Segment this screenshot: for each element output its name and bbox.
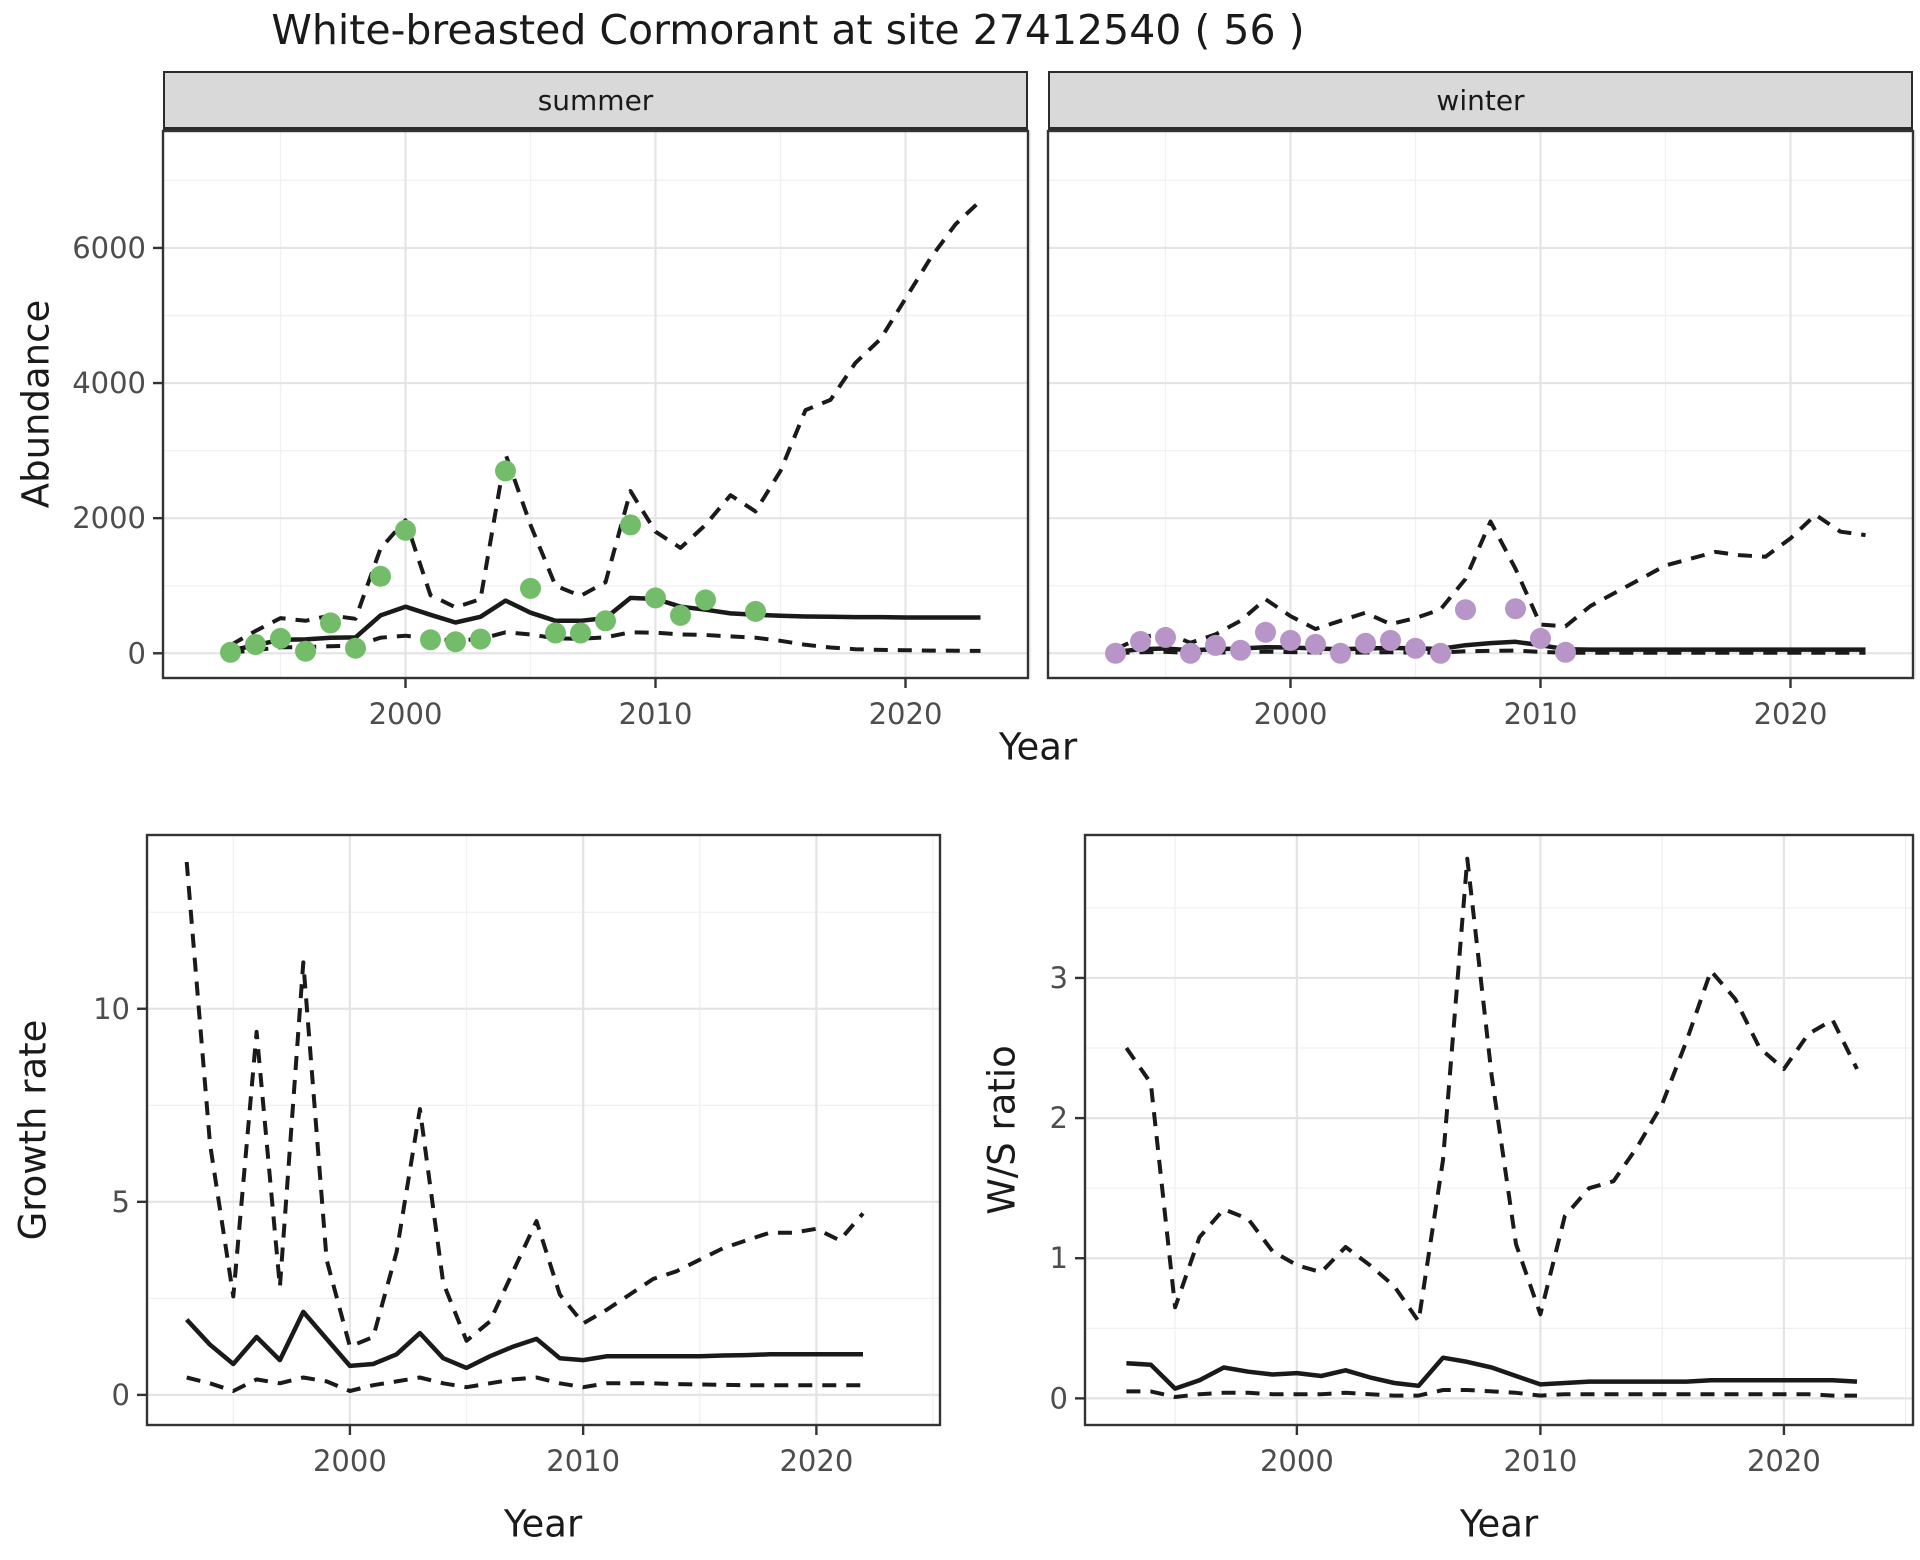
ws-year-axis-title: Year (1459, 1502, 1539, 1546)
y-tick-label: 6000 (72, 231, 146, 265)
abundance-axis-title: Abundance (14, 299, 58, 509)
abundance_winter-panel-background (1048, 131, 1913, 678)
abundance_summer-observed-point (670, 604, 691, 626)
abundance_winter-observed-point (1405, 637, 1426, 659)
x-tick-label: 2000 (369, 697, 443, 731)
abundance_winter-observed-point (1280, 629, 1301, 651)
y-tick-label: 2 (1050, 1101, 1068, 1135)
abundance_winter-observed-points (1105, 598, 1576, 664)
y-tick-label: 0 (1050, 1381, 1068, 1415)
abundance_summer-observed-point (295, 640, 316, 662)
abundance_winter-observed-point (1205, 634, 1226, 656)
abundance_winter-observed-point (1530, 627, 1551, 649)
growth_rate-panel-border (145, 833, 942, 1427)
x-tick-label: 2020 (1754, 697, 1828, 731)
abundance_summer-observed-point (245, 634, 266, 655)
x-tick-label: 2010 (1504, 697, 1578, 731)
abundance_winter-observed-point (1155, 626, 1176, 648)
x-tick-label: 2010 (546, 1444, 620, 1478)
abundance_winter-observed-point (1105, 642, 1126, 664)
abundance_summer-observed-point (445, 631, 466, 653)
growth_rate-ci_lower-line (186, 1375, 863, 1393)
x-tick-label: 2000 (313, 1444, 387, 1478)
ws_ratio-ci_upper-line (1124, 856, 1859, 1324)
y-tick-label: 4000 (72, 366, 146, 400)
growth_rate-model_median-line (185, 1309, 863, 1371)
x-tick-label: 2000 (1260, 1444, 1334, 1478)
x-tick-label: 2010 (619, 697, 693, 731)
y-tick-label: 0 (112, 1378, 130, 1412)
abundance_winter-observed-point (1455, 599, 1476, 621)
abundance_summer-panel-border (161, 129, 1030, 680)
facet-strip-winter-label: winter (1436, 83, 1525, 117)
abundance_winter-observed-point (1130, 631, 1151, 652)
figure-title: White-breasted Cormorant at site 2741254… (271, 6, 1305, 54)
facet-strip-summer-label: summer (537, 83, 654, 117)
x-tick-label: 2010 (1503, 1444, 1577, 1478)
y-tick-label: 3 (1050, 961, 1068, 995)
facet-strip-winter: winter (1048, 71, 1913, 130)
abundance_winter-observed-point (1255, 621, 1276, 643)
y-tick-label: 1 (1050, 1241, 1068, 1275)
abundance_summer-observed-point (495, 460, 516, 482)
growth-year-axis-title: Year (503, 1502, 583, 1546)
abundance_summer-observed-point (745, 600, 766, 622)
abundance_winter-panel-border (1046, 129, 1915, 680)
ws_ratio-panel-border (1083, 833, 1915, 1427)
growth-ws-charts-svg: 2000 2010 2020 0 5 10 2000 2010 2020 0 1 2 3 (93, 833, 1915, 1478)
abundance_summer-observed-points (220, 460, 766, 663)
abundance_summer-observed-point (320, 612, 341, 634)
abundance_summer-panel-background (163, 131, 1028, 678)
x-tick-label: 2020 (1747, 1444, 1821, 1478)
abundance_winter-observed-point (1380, 629, 1401, 651)
y-tick-label: 5 (112, 1185, 130, 1219)
abundance_winter-observed-point (1430, 642, 1451, 664)
abundance_summer-observed-point (370, 565, 391, 587)
abundance_summer-observed-point (470, 628, 491, 650)
abundance_summer-observed-point (345, 637, 366, 659)
abundance_summer-panel: 2000 2010 2020 0 2000 4000 6000 (72, 129, 1032, 731)
abundance_summer-observed-point (595, 610, 616, 632)
abundance_summer-observed-point (420, 629, 441, 651)
growth-rate-axis-title: Growth rate (11, 1019, 55, 1241)
growth_rate-panel-background (147, 835, 940, 1425)
abundance_winter-observed-point (1180, 642, 1201, 664)
ws_ratio-ci_lower-line (1126, 1388, 1857, 1399)
abundance_summer-observed-point (620, 514, 641, 536)
ws-ratio-axis-title: W/S ratio (980, 1045, 1024, 1215)
x-tick-label: 2020 (869, 697, 943, 731)
abundance_summer-ci_upper-line (229, 199, 982, 647)
x-tick-label: 2000 (1254, 697, 1328, 731)
abundance-charts-svg: 2000 2010 2020 0 2000 4000 6000 2000 2010 2020 (72, 129, 1917, 731)
abundance_winter-observed-point (1305, 633, 1326, 655)
growth_rate-ci_upper-line (184, 861, 865, 1349)
abundance_summer-observed-point (270, 627, 291, 649)
ws_ratio-model_median-line (1126, 1355, 1858, 1391)
abundance_winter-ci_upper-line (1114, 512, 1866, 652)
abundance_summer-observed-point (220, 641, 241, 663)
y-tick-label: 10 (93, 992, 130, 1026)
abundance_summer-observed-point (695, 589, 716, 611)
abundance_winter-observed-point (1330, 642, 1351, 664)
abundance_winter-panel: 2000 2010 2020 (1046, 129, 1917, 731)
top-year-axis-title: Year (998, 725, 1078, 769)
y-tick-label: 0 (128, 636, 146, 670)
abundance_winter-observed-point (1505, 598, 1526, 620)
abundance_summer-observed-point (520, 577, 541, 599)
facet-strip-summer: summer (163, 71, 1028, 130)
x-tick-label: 2020 (779, 1444, 853, 1478)
abundance_winter-observed-point (1230, 639, 1251, 661)
y-tick-label: 2000 (72, 501, 146, 535)
growth_rate-panel: 2000 2010 2020 0 5 10 (93, 833, 942, 1478)
ws_ratio-panel: 2000 2010 2020 0 1 2 3 (1050, 833, 1915, 1478)
abundance_summer-observed-point (645, 587, 666, 609)
abundance_summer-observed-point (395, 519, 416, 541)
abundance_winter-observed-point (1355, 632, 1376, 654)
abundance_winter-observed-point (1555, 641, 1576, 663)
abundance_summer-observed-point (570, 622, 591, 644)
abundance_summer-observed-point (545, 622, 566, 644)
